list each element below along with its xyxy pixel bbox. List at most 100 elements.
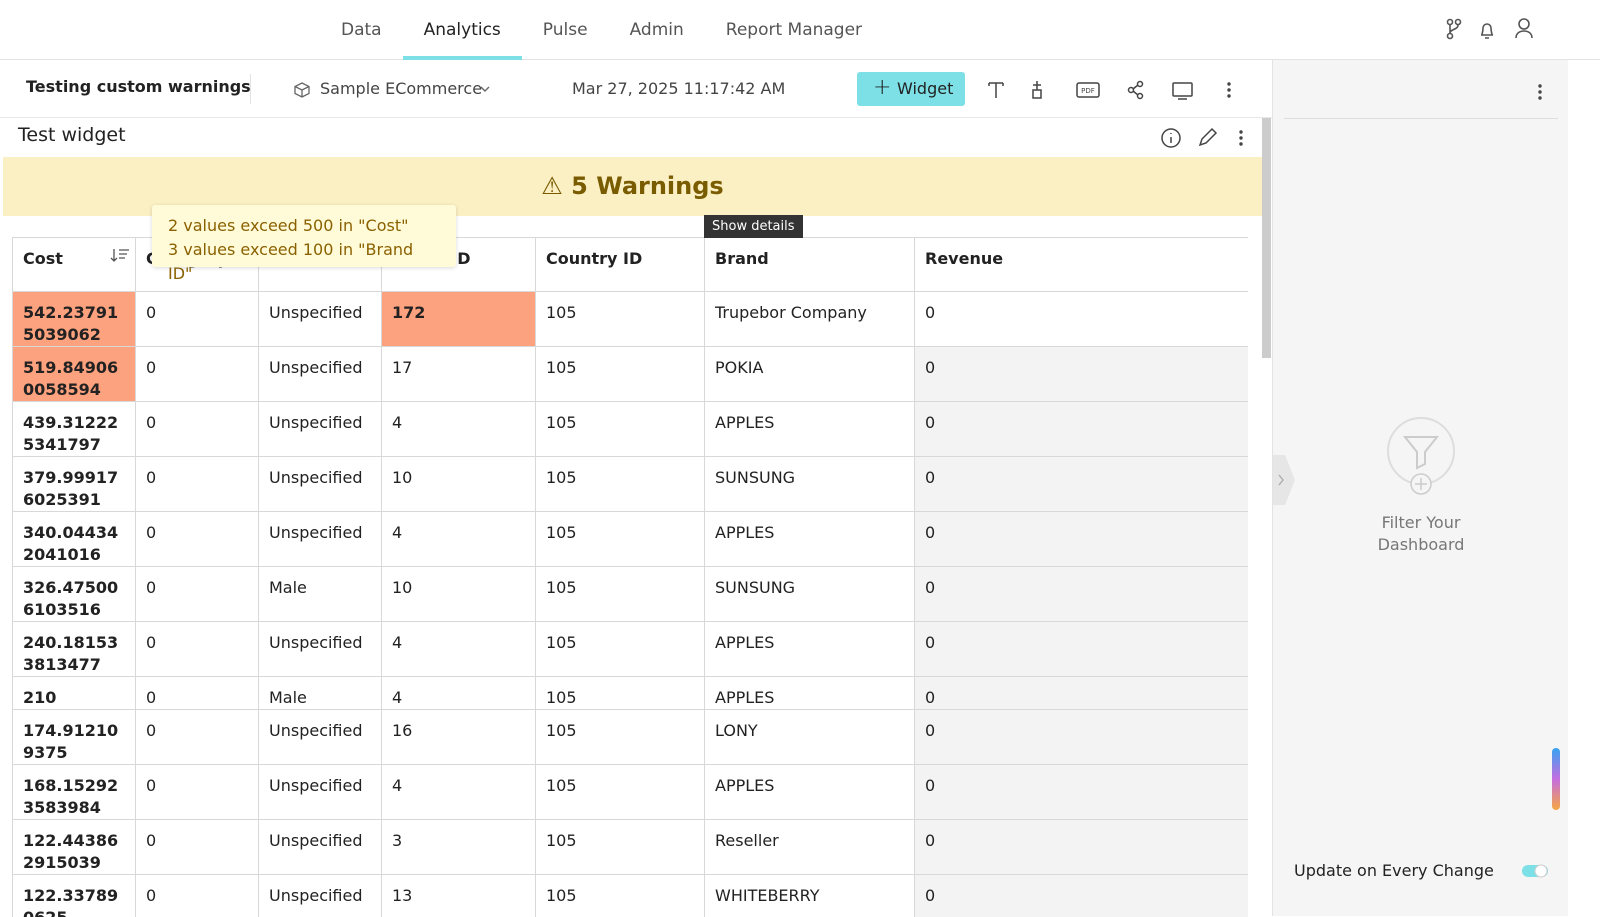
table-cell: 105 [536, 622, 705, 677]
table-cell: APPLES [705, 677, 915, 710]
table-cell: 210 [13, 677, 136, 710]
divider [250, 74, 251, 104]
table-cell: 0 [915, 820, 1249, 875]
table-cell: 340.044342041016 [13, 512, 136, 567]
table-cell: 0 [915, 567, 1249, 622]
column-header[interactable]: Cost [13, 238, 136, 292]
chevron [479, 84, 491, 94]
table-cell: 105 [536, 402, 705, 457]
table-cell: Unspecified [259, 710, 382, 765]
nav-tab[interactable]: Analytics [403, 0, 522, 60]
table-cell: Trupebor Company [705, 292, 915, 347]
table-cell: SUNSUNG [705, 567, 915, 622]
table-cell: 0 [136, 292, 259, 347]
table-cell: 10 [382, 567, 536, 622]
table-cell: Unspecified [259, 402, 382, 457]
table-cell: Male [259, 567, 382, 622]
table-cell: Unspecified [259, 292, 382, 347]
svg-text:PDF: PDF [1081, 87, 1095, 95]
warnings-count: 5 Warnings [571, 172, 724, 200]
table-cell: 0 [136, 347, 259, 402]
update-toggle-label: Update on Every Change [1294, 861, 1494, 880]
divider [1284, 118, 1558, 119]
table-cell: 0 [915, 402, 1249, 457]
table-cell: 4 [382, 677, 536, 710]
table-cell: 0 [136, 875, 259, 917]
warning-tooltip: 2 values exceed 500 in "Cost"3 values ex… [152, 205, 456, 267]
table-cell: 4 [382, 765, 536, 820]
table-cell: 0 [915, 292, 1249, 347]
table-cell: LONY [705, 710, 915, 765]
table-cell: 13 [382, 875, 536, 917]
collapse-tab[interactable] [1273, 455, 1297, 505]
table-cell: 105 [536, 347, 705, 402]
show-details-tooltip: Show details [704, 215, 803, 238]
nav-tab[interactable]: Data [320, 0, 403, 60]
table-cell: 0 [915, 512, 1249, 567]
table-cell: APPLES [705, 512, 915, 567]
table-cell: 10 [382, 457, 536, 512]
sort-icon[interactable] [110, 247, 130, 263]
table-row: 122.3378906250Unspecified13105WHITEBERRY… [13, 875, 1249, 917]
warning-line: 3 values exceed 100 in "Brand ID" [168, 238, 440, 286]
add-widget-button[interactable]: + Widget [857, 72, 965, 106]
table-cell: Reseller [705, 820, 915, 875]
toolbar-icons[interactable]: PDF [985, 78, 1245, 102]
table-cell: 105 [536, 677, 705, 710]
scrollbar[interactable] [1262, 118, 1271, 358]
widget-title: Test widget [18, 124, 126, 146]
table-cell: 0 [915, 457, 1249, 512]
table-cell: 0 [915, 622, 1249, 677]
cube-icon [293, 81, 311, 99]
table-cell: 0 [136, 457, 259, 512]
table-cell: 0 [136, 765, 259, 820]
column-header[interactable]: Revenue [915, 238, 1249, 292]
table-cell: 105 [536, 457, 705, 512]
nav-tab[interactable]: Pulse [522, 0, 609, 60]
table-cell: 519.849060058594 [13, 347, 136, 402]
datasource[interactable]: Sample ECommerce [320, 79, 482, 98]
table-cell: 0 [136, 820, 259, 875]
table-cell: 3 [382, 820, 536, 875]
column-header[interactable]: Country ID [536, 238, 705, 292]
table-cell: 0 [915, 765, 1249, 820]
table-cell: 0 [136, 512, 259, 567]
table-cell: 105 [536, 710, 705, 765]
table-cell: Unspecified [259, 457, 382, 512]
nav-tab[interactable]: Report Manager [705, 0, 883, 60]
table-cell: 122.443862915039 [13, 820, 136, 875]
table-cell: 379.999176025391 [13, 457, 136, 512]
dashboard-title: Testing custom warnings [26, 77, 251, 96]
widget-icons[interactable] [1160, 127, 1252, 149]
table-cell: 105 [536, 567, 705, 622]
nav-tab[interactable]: Admin [609, 0, 705, 60]
table-cell: 172 [382, 292, 536, 347]
table-cell: 105 [536, 875, 705, 917]
column-header[interactable]: Brand [705, 238, 915, 292]
table-cell: 4 [382, 512, 536, 567]
table-cell: 105 [536, 820, 705, 875]
warning-line: 2 values exceed 500 in "Cost" [168, 214, 440, 238]
table-cell: 4 [382, 622, 536, 677]
table-cell: 0 [136, 710, 259, 765]
update-toggle[interactable] [1521, 862, 1551, 880]
table-cell: 0 [136, 677, 259, 710]
table-cell: 326.475006103516 [13, 567, 136, 622]
table-cell: WHITEBERRY [705, 875, 915, 917]
table-cell: 542.237915039062 [13, 292, 136, 347]
header-icons[interactable] [1440, 16, 1540, 44]
table-cell: 174.912109375 [13, 710, 136, 765]
toolbar: Testing custom warnings Sample ECommerce… [0, 60, 1272, 118]
panel-menu[interactable] [1536, 82, 1544, 102]
table-cell: 0 [136, 567, 259, 622]
